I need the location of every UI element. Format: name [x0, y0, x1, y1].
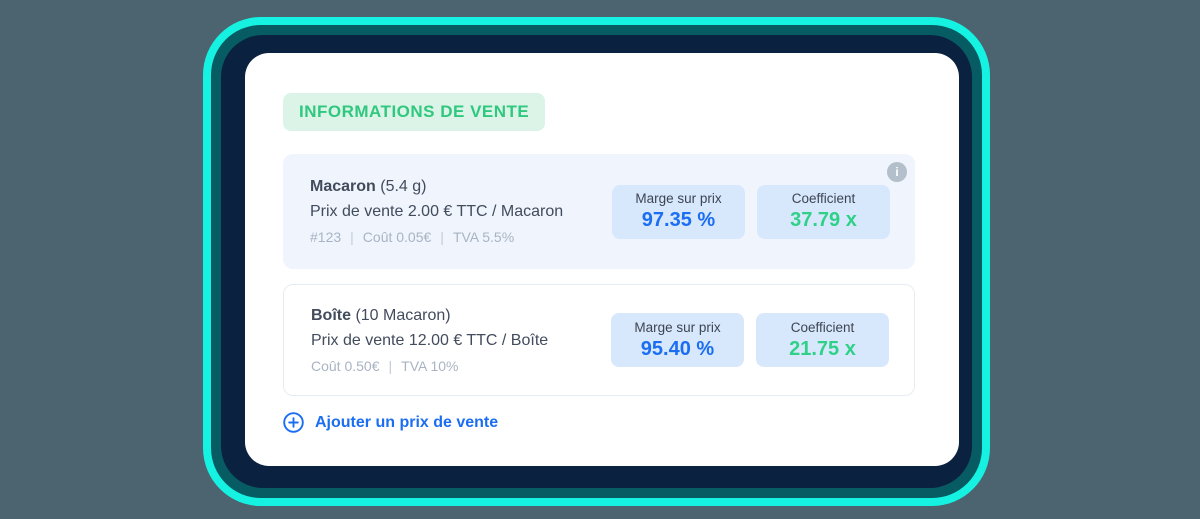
product-info: Macaron (5.4 g) Prix de vente 2.00 € TTC… [310, 178, 612, 245]
product-vat: TVA 10% [401, 357, 459, 374]
product-unit: (5.4 g) [380, 178, 427, 195]
product-unit: (10 Macaron) [355, 306, 451, 324]
glow-border-inner: INFORMATIONS DE VENTE Macaron (5.4 g) Pr… [211, 25, 982, 498]
add-price-label: Ajouter un prix de vente [315, 413, 499, 431]
product-title: Macaron (5.4 g) [310, 178, 612, 196]
coefficient-value: 21.75 x [789, 337, 856, 360]
add-price-button[interactable]: Ajouter un prix de vente [283, 412, 498, 433]
coefficient-badge: Coefficient 21.75 x [756, 313, 889, 367]
coefficient-badge: Coefficient 37.79 x [757, 184, 890, 239]
product-name: Boîte [311, 306, 351, 324]
sales-info-card: INFORMATIONS DE VENTE Macaron (5.4 g) Pr… [245, 53, 959, 466]
info-icon[interactable]: i [887, 162, 907, 182]
product-name: Macaron [310, 178, 376, 195]
product-title: Boîte (10 Macaron) [311, 307, 611, 325]
plus-circle-icon [283, 412, 304, 433]
separator: | [388, 357, 393, 374]
navy-frame: INFORMATIONS DE VENTE Macaron (5.4 g) Pr… [221, 35, 972, 488]
separator: | [350, 229, 354, 245]
margin-label: Marge sur prix [634, 319, 721, 335]
metrics: Marge sur prix 95.40 % Coefficient 21.75… [611, 313, 889, 367]
margin-label: Marge sur prix [635, 191, 722, 206]
product-cost: Coût 0.05€ [362, 229, 432, 245]
product-vat: TVA 5.5% [452, 229, 515, 245]
product-ref: #123 [310, 229, 342, 245]
margin-badge: Marge sur prix 95.40 % [611, 313, 744, 367]
product-meta: Coût 0.50€ | TVA 10% [311, 358, 611, 374]
product-meta: #123 | Coût 0.05€ | TVA 5.5% [310, 229, 612, 245]
margin-badge: Marge sur prix 97.35 % [612, 184, 745, 239]
coefficient-value: 37.79 x [790, 209, 857, 231]
coefficient-label: Coefficient [791, 191, 856, 206]
metrics: Marge sur prix 97.35 % Coefficient 37.79… [612, 184, 890, 239]
product-cost: Coût 0.50€ [311, 357, 380, 374]
price-rows: Macaron (5.4 g) Prix de vente 2.00 € TTC… [283, 154, 915, 396]
price-row-boite: Boîte (10 Macaron) Prix de vente 12.00 €… [283, 284, 915, 396]
section-title: INFORMATIONS DE VENTE [283, 93, 546, 131]
glow-border-outer: INFORMATIONS DE VENTE Macaron (5.4 g) Pr… [203, 17, 990, 506]
price-row-macaron: Macaron (5.4 g) Prix de vente 2.00 € TTC… [283, 154, 915, 269]
product-info: Boîte (10 Macaron) Prix de vente 12.00 €… [311, 307, 611, 374]
margin-value: 95.40 % [640, 337, 715, 360]
separator: | [440, 229, 444, 245]
product-price-line: Prix de vente 2.00 € TTC / Macaron [310, 203, 564, 220]
margin-value: 97.35 % [641, 209, 716, 231]
coefficient-label: Coefficient [790, 319, 855, 335]
product-price-line: Prix de vente 12.00 € TTC / Boîte [311, 331, 549, 349]
